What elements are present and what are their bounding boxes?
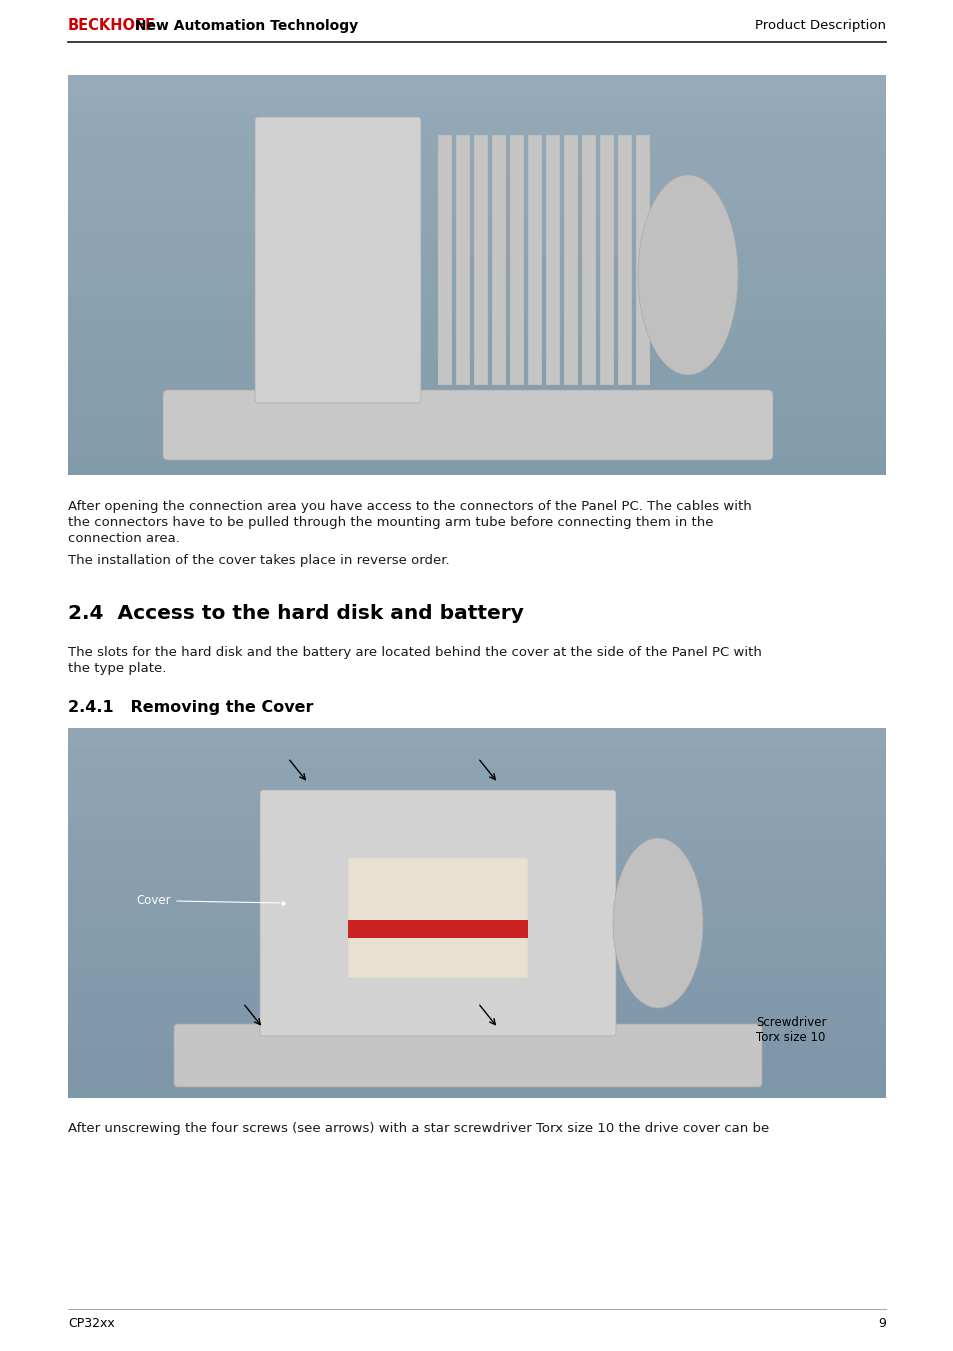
Bar — [68, 155, 885, 176]
Text: 2.4  Access to the hard disk and battery: 2.4 Access to the hard disk and battery — [68, 604, 523, 623]
Bar — [68, 135, 885, 155]
Bar — [68, 894, 885, 913]
Text: The slots for the hard disk and the battery are located behind the cover at the : The slots for the hard disk and the batt… — [68, 646, 761, 659]
Ellipse shape — [638, 176, 738, 376]
FancyBboxPatch shape — [163, 390, 772, 459]
Bar — [68, 728, 885, 1098]
Bar — [68, 1043, 885, 1061]
Bar — [68, 435, 885, 455]
Bar — [68, 315, 885, 335]
Bar — [636, 135, 649, 385]
Bar — [68, 115, 885, 135]
Bar — [545, 135, 559, 385]
Text: 2.4.1   Removing the Cover: 2.4.1 Removing the Cover — [68, 700, 314, 715]
Bar — [68, 176, 885, 195]
Bar — [68, 913, 885, 931]
Bar — [68, 76, 885, 95]
Text: CP32xx: CP32xx — [68, 1317, 114, 1329]
FancyBboxPatch shape — [260, 790, 616, 1036]
Bar — [348, 858, 527, 978]
Bar — [68, 747, 885, 765]
Text: Cover: Cover — [136, 894, 171, 908]
Bar — [68, 295, 885, 315]
Text: After opening the connection area you have access to the connectors of the Panel: After opening the connection area you ha… — [68, 500, 751, 513]
Text: 9: 9 — [877, 1317, 885, 1329]
Bar — [68, 1061, 885, 1079]
Bar — [68, 784, 885, 802]
Bar — [68, 276, 885, 295]
FancyBboxPatch shape — [254, 118, 420, 403]
Bar — [68, 875, 885, 894]
Bar — [68, 355, 885, 376]
Bar — [348, 920, 527, 938]
Bar — [68, 820, 885, 839]
Bar — [456, 135, 470, 385]
Bar — [68, 950, 885, 969]
Bar — [68, 394, 885, 415]
Text: The installation of the cover takes place in reverse order.: The installation of the cover takes plac… — [68, 554, 449, 567]
Text: the type plate.: the type plate. — [68, 662, 166, 676]
Bar — [68, 376, 885, 394]
Ellipse shape — [613, 838, 702, 1008]
Bar — [68, 215, 885, 235]
Bar — [68, 255, 885, 276]
Text: Screwdriver
Torx size 10: Screwdriver Torx size 10 — [755, 1016, 825, 1044]
Bar — [437, 135, 452, 385]
FancyBboxPatch shape — [173, 1024, 761, 1088]
Text: BECKHOFF: BECKHOFF — [68, 19, 156, 34]
Bar — [68, 802, 885, 820]
Bar — [68, 728, 885, 747]
Bar — [68, 415, 885, 435]
Bar — [599, 135, 614, 385]
Bar — [563, 135, 578, 385]
Text: connection area.: connection area. — [68, 532, 180, 544]
Bar — [68, 1005, 885, 1024]
Bar — [581, 135, 596, 385]
Bar — [68, 858, 885, 875]
Bar — [68, 988, 885, 1005]
Bar — [68, 95, 885, 115]
Bar — [492, 135, 505, 385]
Bar — [68, 1079, 885, 1098]
Bar — [68, 195, 885, 215]
Text: After unscrewing the four screws (see arrows) with a star screwdriver Torx size : After unscrewing the four screws (see ar… — [68, 1121, 768, 1135]
Bar — [68, 931, 885, 950]
Bar — [68, 455, 885, 476]
Bar — [618, 135, 631, 385]
Bar — [474, 135, 488, 385]
Bar — [68, 839, 885, 858]
Text: the connectors have to be pulled through the mounting arm tube before connecting: the connectors have to be pulled through… — [68, 516, 713, 530]
Text: Product Description: Product Description — [754, 19, 885, 32]
Bar — [510, 135, 523, 385]
Bar — [68, 969, 885, 988]
Bar — [68, 76, 885, 476]
Text: New Automation Technology: New Automation Technology — [130, 19, 357, 32]
Bar — [68, 235, 885, 255]
Bar — [68, 765, 885, 784]
Bar — [527, 135, 541, 385]
Bar — [68, 335, 885, 355]
Bar — [68, 1024, 885, 1043]
